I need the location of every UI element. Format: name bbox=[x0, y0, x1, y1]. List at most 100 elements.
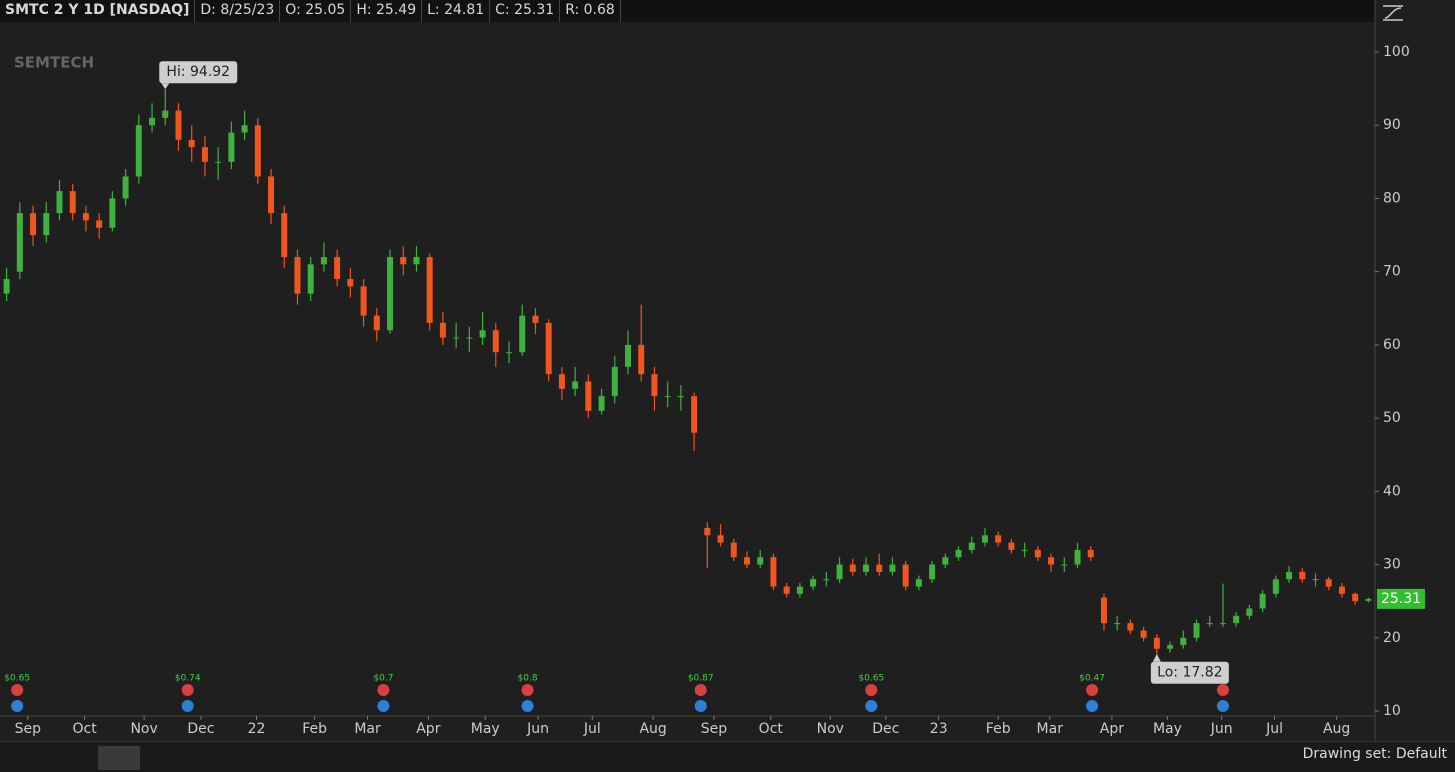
candle-body bbox=[1034, 549, 1041, 558]
event-icon bbox=[1216, 700, 1229, 712]
candle-body bbox=[466, 337, 473, 339]
candle-body bbox=[876, 564, 883, 572]
candle-body bbox=[704, 527, 711, 536]
candle-body bbox=[915, 579, 922, 587]
candle-body bbox=[1074, 549, 1081, 565]
candle-body bbox=[981, 535, 988, 543]
candle-body bbox=[1061, 564, 1068, 566]
x-tick-label: Sep bbox=[701, 721, 728, 737]
candle-body bbox=[611, 366, 618, 397]
header-item: L: 24.81 bbox=[422, 0, 491, 22]
candle-body bbox=[677, 396, 684, 398]
event-icon bbox=[181, 700, 194, 712]
header-item: SMTC 2 Y 1D [NASDAQ] bbox=[0, 0, 196, 22]
earnings-icon bbox=[694, 684, 707, 696]
candle-body bbox=[453, 337, 460, 339]
event-icon bbox=[377, 700, 390, 712]
x-tick-label: May bbox=[1153, 721, 1182, 737]
candle-body bbox=[664, 396, 671, 398]
candle-body bbox=[82, 213, 89, 221]
dividend-label: $0.87 bbox=[688, 674, 714, 684]
annotation-label: Lo: 17.82 bbox=[1157, 665, 1222, 681]
event-icon bbox=[11, 700, 24, 712]
earnings-icon bbox=[865, 684, 878, 696]
x-tick-label: Mar bbox=[1037, 721, 1064, 737]
x-tick-label: Mar bbox=[354, 721, 381, 737]
candle-body bbox=[506, 352, 513, 354]
candle-body bbox=[373, 315, 380, 331]
candle-body bbox=[360, 286, 367, 316]
candle-body bbox=[281, 213, 288, 258]
candle-body bbox=[201, 147, 208, 162]
y-tick-label: 100 bbox=[1383, 44, 1410, 60]
candle-body bbox=[1352, 593, 1359, 602]
candle-body bbox=[1325, 579, 1332, 587]
earnings-icon bbox=[1086, 684, 1099, 696]
candle-body bbox=[215, 161, 222, 163]
candle-body bbox=[730, 542, 737, 558]
x-tick-label: Jun bbox=[526, 721, 549, 737]
candle-body bbox=[810, 579, 817, 587]
candle-body bbox=[175, 110, 182, 140]
x-tick-label: Sep bbox=[15, 721, 42, 737]
x-tick-label: Nov bbox=[130, 721, 157, 737]
y-tick-label: 30 bbox=[1383, 557, 1401, 573]
earnings-icon bbox=[1216, 684, 1229, 696]
x-tick-label: Jul bbox=[583, 721, 601, 737]
x-tick-label: Oct bbox=[759, 721, 784, 737]
candle-body bbox=[1338, 586, 1345, 594]
header-item: D: 8/25/23 bbox=[195, 0, 281, 22]
candle-body bbox=[532, 315, 539, 323]
candle-body bbox=[1048, 557, 1055, 565]
chart-settings-icon[interactable] bbox=[1383, 5, 1403, 21]
x-tick-label: Apr bbox=[416, 721, 440, 737]
header-item: R: 0.68 bbox=[560, 0, 621, 22]
y-tick-label: 50 bbox=[1383, 410, 1401, 426]
candle-body bbox=[743, 557, 750, 565]
candle-body bbox=[69, 191, 76, 214]
candle-body bbox=[783, 586, 790, 594]
candle-body bbox=[572, 381, 579, 389]
annotation-pointer bbox=[161, 83, 170, 90]
earnings-icon bbox=[521, 684, 534, 696]
chart: SEMTECH 10 20 30 40 50 60 70 80 90 100 Sep Oct Nov De… bbox=[0, 0, 1425, 741]
candle-body bbox=[1153, 637, 1160, 649]
candle-body bbox=[545, 322, 552, 375]
candle-body bbox=[254, 125, 261, 177]
candle-body bbox=[638, 344, 645, 375]
x-tick-label: Apr bbox=[1100, 721, 1124, 737]
candle-body bbox=[1140, 630, 1147, 638]
dividend-label: $0.47 bbox=[1079, 674, 1105, 684]
header-item: O: 25.05 bbox=[280, 0, 352, 22]
annotation-box bbox=[159, 61, 238, 84]
candle-body bbox=[122, 176, 129, 199]
y-tick-label: 80 bbox=[1383, 190, 1401, 206]
candle-body bbox=[1100, 597, 1107, 624]
candle-body bbox=[294, 257, 301, 294]
candle-body bbox=[347, 278, 354, 287]
candle-body bbox=[1272, 579, 1279, 594]
candle-body bbox=[598, 396, 605, 411]
candle-body bbox=[400, 257, 407, 265]
dividend-label: $0.7 bbox=[373, 674, 393, 684]
candle-body bbox=[413, 257, 420, 265]
candle-body bbox=[1193, 623, 1200, 638]
candle-body bbox=[836, 564, 843, 580]
plot-area bbox=[0, 22, 1375, 716]
candle-body bbox=[955, 549, 962, 558]
expand-button[interactable] bbox=[98, 746, 140, 770]
drawing-set[interactable]: Drawing set: Default bbox=[1302, 746, 1447, 762]
x-tick-label: Nov bbox=[817, 721, 844, 737]
x-tick-label: Dec bbox=[187, 721, 214, 737]
candle-body bbox=[1259, 593, 1266, 609]
candle-body bbox=[268, 176, 275, 214]
candle-body bbox=[43, 213, 50, 236]
candle-body bbox=[942, 557, 949, 565]
candle-body bbox=[849, 564, 856, 572]
x-tick-label: May bbox=[471, 721, 500, 737]
logo: SEMTECH bbox=[14, 54, 94, 72]
candle-body bbox=[929, 564, 936, 580]
candle-body bbox=[1206, 623, 1213, 625]
y-tick-label: 20 bbox=[1383, 630, 1401, 646]
